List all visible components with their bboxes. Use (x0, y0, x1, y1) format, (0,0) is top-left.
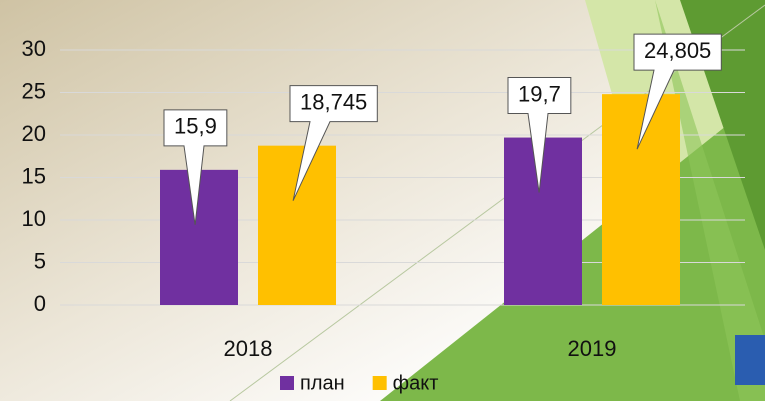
y-tick-label: 15 (22, 163, 46, 188)
logo (735, 335, 765, 385)
callout (163, 109, 228, 225)
plot: 0 5 10 15 20 25 30 2018 2019 15,9 18,745 19,7 24,805… (22, 33, 745, 394)
legend-swatch (280, 376, 294, 390)
value-label: 15,9 (174, 114, 217, 139)
callout (633, 33, 722, 150)
decor-stripe (655, 0, 765, 401)
x-tick-label: 2018 (224, 336, 273, 361)
value-label: 18,745 (300, 89, 367, 114)
y-tick-label: 10 (22, 206, 46, 231)
callout (289, 85, 378, 201)
y-tick-label: 0 (34, 291, 46, 316)
legend-label: план (300, 372, 345, 394)
y-tick-label: 30 (22, 36, 46, 61)
bar (258, 145, 336, 305)
legend-swatch (372, 376, 387, 390)
x-tick-label: 2019 (568, 336, 617, 361)
decor-line (229, 4, 765, 401)
y-tick-label: 20 (22, 121, 46, 146)
legend-label: факт (393, 372, 439, 394)
y-tick-label: 5 (34, 248, 46, 273)
y-tick-label: 25 (22, 78, 46, 103)
callout (507, 77, 572, 193)
bar (504, 137, 582, 305)
value-label: 19,7 (518, 81, 561, 106)
value-label: 24,805 (644, 38, 711, 63)
bar (602, 94, 680, 305)
